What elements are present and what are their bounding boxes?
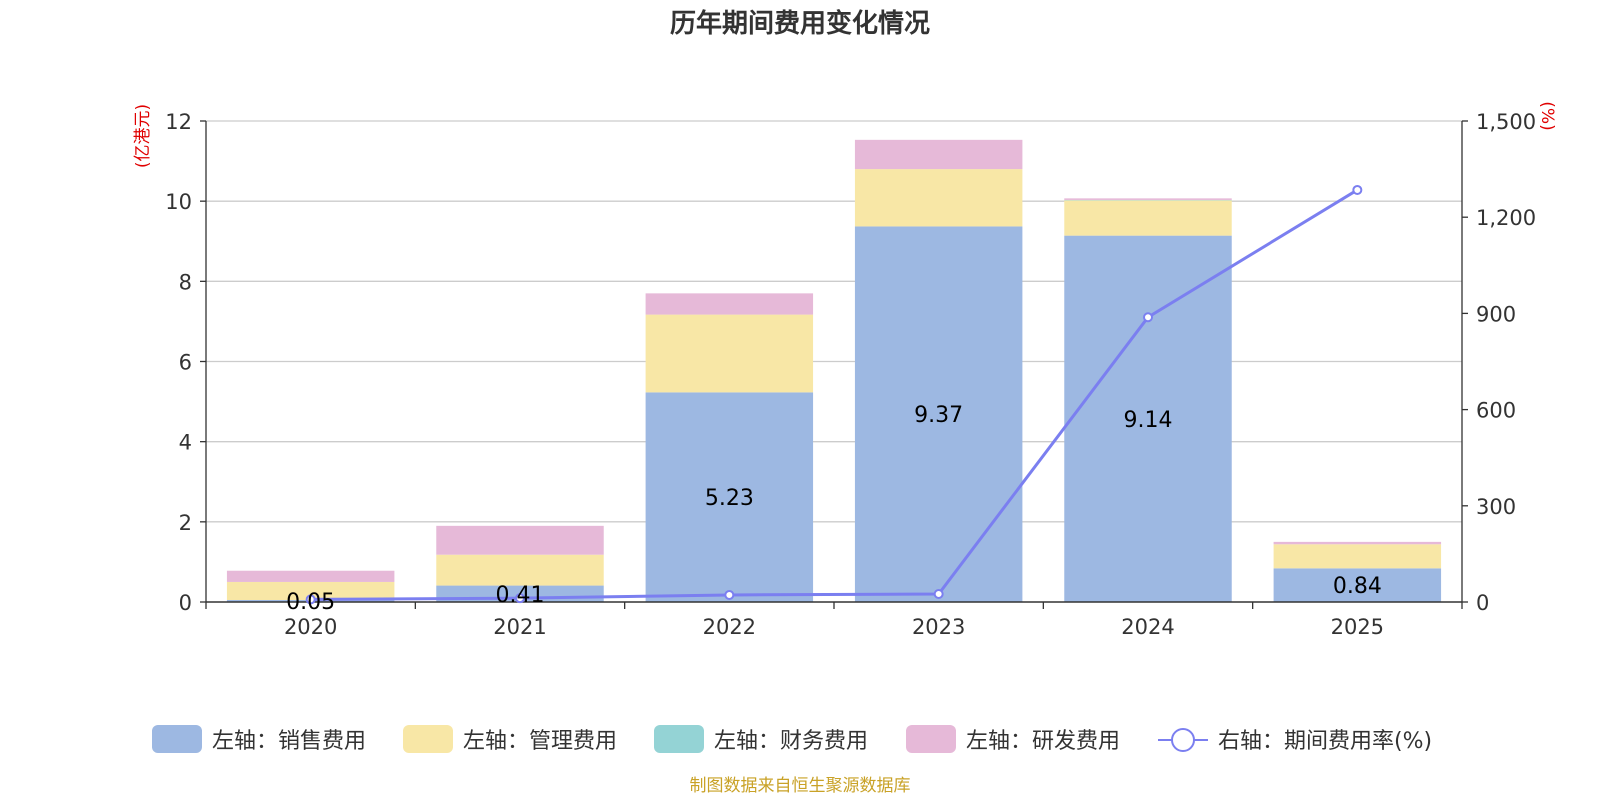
legend: 左轴：销售费用 左轴：管理费用 左轴：财务费用 左轴：研发费用 右轴：期间费用率(%) xyxy=(152,725,1432,754)
right-axis-tick-label: 1,200 xyxy=(1476,206,1536,230)
bar-4-2020 xyxy=(226,570,395,582)
legend-label-2: 左轴：管理费用 xyxy=(463,729,617,754)
legend-label-1: 左轴：销售费用 xyxy=(212,729,366,754)
left-axis-tick-label: 6 xyxy=(179,351,192,375)
legend-marker xyxy=(1171,728,1195,752)
left-axis-tick-label: 2 xyxy=(179,511,192,535)
left-axis-tick-label: 10 xyxy=(165,190,192,214)
left-axis-tick-label: 0 xyxy=(179,591,192,615)
data-label: 0.84 xyxy=(1333,574,1382,599)
bar-2-2022 xyxy=(645,314,814,393)
right-axis-unit: (%) xyxy=(1537,101,1557,130)
source-note: 制图数据来自恒生聚源数据库 xyxy=(690,776,911,796)
data-label: 0.41 xyxy=(496,583,545,608)
bar-1-2023 xyxy=(854,226,1023,602)
x-axis-tick-label: 2024 xyxy=(1121,615,1174,639)
data-label: 9.37 xyxy=(914,403,963,428)
x-axis-tick-label: 2023 xyxy=(912,615,965,639)
bar-2-2020 xyxy=(226,581,395,600)
rate-point xyxy=(933,588,944,599)
bar-1-2024 xyxy=(1064,235,1232,602)
x-axis-tick-label: 2025 xyxy=(1331,615,1384,639)
bar-2-2023 xyxy=(854,169,1023,227)
left-axis-tick-label: 8 xyxy=(179,270,192,294)
legend-swatch-4 xyxy=(906,725,956,753)
right-axis-tick-label: 1,500 xyxy=(1476,110,1536,134)
rate-point xyxy=(724,589,735,600)
axes: 0 2 4 6 8 10 12 0 300 600 900 1,200 1,500 2020 2021 202… xyxy=(165,110,1536,639)
rate-point xyxy=(1352,184,1363,195)
right-axis-tick-label: 300 xyxy=(1476,495,1516,519)
bar-2-2024 xyxy=(1064,200,1232,236)
x-axis-tick-label: 2022 xyxy=(703,615,756,639)
data-label: 0.05 xyxy=(286,590,335,615)
bar-2-2021 xyxy=(436,554,604,586)
x-axis-tick-label: 2020 xyxy=(284,615,337,639)
bar-1-2022 xyxy=(645,392,814,602)
bar-4-2022 xyxy=(645,293,814,315)
bar-4-2024 xyxy=(1064,198,1232,200)
bar-4-2025 xyxy=(1273,541,1442,545)
x-axis-tick-label: 2021 xyxy=(493,615,546,639)
bar-4-2023 xyxy=(854,139,1023,170)
rate-point xyxy=(305,594,316,605)
legend-label-3: 左轴：财务费用 xyxy=(714,729,868,754)
legend-label-5: 右轴：期间费用率(%) xyxy=(1218,729,1432,754)
data-labels: 0.05 0.41 5.23 9.37 9.14 0.84 xyxy=(286,403,1382,615)
rate-point xyxy=(1143,312,1153,323)
right-axis-tick-label: 600 xyxy=(1476,399,1516,423)
legend-label-4: 左轴：研发费用 xyxy=(966,729,1120,754)
legend-swatch-1 xyxy=(152,725,202,753)
data-label: 5.23 xyxy=(705,486,754,511)
bars xyxy=(226,139,1442,602)
rate-point xyxy=(515,593,525,604)
bar-1-2025 xyxy=(1273,568,1442,602)
bar-4-2021 xyxy=(436,525,604,555)
bar-2-2025 xyxy=(1273,544,1442,569)
left-axis-tick-label: 4 xyxy=(179,431,192,455)
legend-swatch-2 xyxy=(403,725,453,753)
left-axis-unit: (亿港元) xyxy=(133,104,153,168)
rate-line-path xyxy=(310,188,1359,601)
right-axis-tick-label: 900 xyxy=(1476,302,1516,326)
right-axis-tick-label: 0 xyxy=(1476,591,1489,615)
data-label: 9.14 xyxy=(1124,408,1173,433)
chart-title: 历年期间费用变化情况 xyxy=(670,8,930,39)
left-axis-tick-label: 12 xyxy=(165,110,192,134)
legend-swatch-3 xyxy=(654,725,704,753)
rate-line xyxy=(305,184,1363,605)
grid xyxy=(206,120,1462,523)
